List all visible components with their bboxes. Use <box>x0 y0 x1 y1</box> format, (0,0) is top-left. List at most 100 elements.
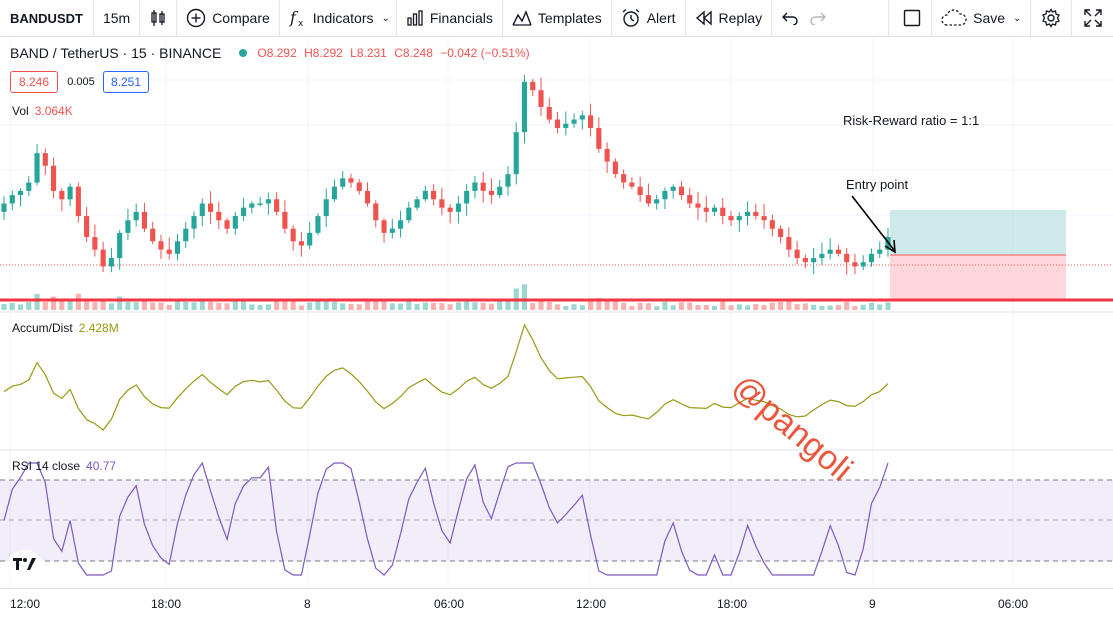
volume-bar <box>274 300 280 310</box>
volume-bar <box>554 304 561 310</box>
candle-body <box>728 216 734 221</box>
chevron-down-icon[interactable]: ⌄ <box>381 12 390 24</box>
candle-body <box>852 262 858 267</box>
volume-bar <box>720 301 726 310</box>
volume-bar <box>166 304 172 310</box>
volume-bar <box>397 303 404 310</box>
rsi-value: 40.77 <box>86 459 117 473</box>
svg-text:x: x <box>298 19 304 28</box>
chart-type-button[interactable] <box>140 0 178 37</box>
candle-body <box>464 190 470 204</box>
time-tick: 18:00 <box>717 597 748 611</box>
chevron-down-icon[interactable]: ⌄ <box>1013 12 1022 24</box>
symbol-search[interactable]: BANDUSDT <box>0 0 94 37</box>
compare-button[interactable]: Compare <box>177 0 280 37</box>
volume-bar <box>769 302 775 310</box>
accum-dist-value: 2.428M <box>78 321 119 335</box>
volume-bar <box>406 299 412 310</box>
volume-bar <box>348 303 354 310</box>
settings-button[interactable] <box>1031 0 1073 37</box>
accum-dist-line <box>3 323 889 431</box>
volume-bar <box>249 304 255 310</box>
volume-bar <box>835 305 841 310</box>
indicators-button[interactable]: f x Indicators ⌄ <box>280 0 397 37</box>
financials-button[interactable]: Financials <box>397 0 503 37</box>
volume-bar <box>447 304 453 310</box>
interval-selector[interactable]: 15m <box>94 0 141 37</box>
candle-body <box>315 216 321 233</box>
close-value: C8.248 <box>394 46 433 60</box>
volume-bar <box>794 304 800 310</box>
candle-body <box>389 228 395 233</box>
save-button[interactable]: Save ⌄ <box>932 0 1032 37</box>
top-toolbar: BANDUSDT 15m Compare f x Indicators ⌄ F <box>0 0 1113 37</box>
templates-button[interactable]: Templates <box>503 0 612 37</box>
candle-body <box>447 207 453 212</box>
fullscreen-button[interactable] <box>1072 0 1113 37</box>
candle-body <box>274 199 280 212</box>
volume-bar <box>802 303 808 310</box>
volume-bar <box>125 301 131 310</box>
accum-dist-legend: Accum/Dist 2.428M <box>12 321 119 335</box>
candle-body <box>340 178 346 187</box>
time-axis[interactable]: 12:00 18:00 8 06:00 12:00 18:00 9 06:00 <box>0 588 1113 622</box>
candle-body <box>662 190 668 200</box>
redo-button[interactable] <box>804 0 890 37</box>
volume-bar <box>521 284 528 310</box>
svg-text:f: f <box>289 8 299 27</box>
alert-button[interactable]: Alert <box>612 0 686 37</box>
compare-label: Compare <box>212 10 270 26</box>
candle-body <box>530 81 536 91</box>
candle-body <box>166 249 172 254</box>
chart-canvas[interactable]: @pangoli <box>0 38 1113 588</box>
volume-bar <box>232 300 238 310</box>
entry-point-label: Entry point <box>846 177 909 192</box>
fullscreen-icon <box>1084 9 1103 27</box>
legend-title[interactable]: BAND / TetherUS · 15 · BINANCE <box>10 45 222 61</box>
volume-bar <box>505 301 511 310</box>
volume-bar <box>868 302 875 310</box>
layout-button[interactable] <box>889 0 933 37</box>
time-tick: 9 <box>869 597 876 611</box>
volume-bar <box>670 305 676 310</box>
candle-body <box>654 199 660 204</box>
volume-bar <box>431 302 437 310</box>
undo-button[interactable] <box>772 0 804 37</box>
volume-bar <box>191 302 197 310</box>
candle-body <box>744 211 751 217</box>
time-tick: 8 <box>304 597 311 611</box>
sell-price-box[interactable]: 8.246 <box>10 71 58 93</box>
candle-body <box>42 153 48 166</box>
rsi-label: RSI 14 close <box>12 459 81 473</box>
volume-bar <box>844 301 850 310</box>
candle-body <box>860 262 866 267</box>
volume-bar <box>497 301 503 310</box>
volume-bar <box>530 302 536 310</box>
tradingview-logo-icon[interactable] <box>8 550 42 578</box>
candle-body <box>75 186 81 217</box>
volume-bar <box>753 304 759 310</box>
candle-body <box>241 207 247 217</box>
volume-bar <box>819 305 825 310</box>
volume-bar <box>117 296 123 310</box>
volume-bar <box>571 304 577 310</box>
candle-body <box>150 228 156 242</box>
candle-body <box>133 211 139 221</box>
replay-button[interactable]: Replay <box>686 0 773 37</box>
volume-bar <box>678 302 685 310</box>
plus-circle-icon <box>186 8 206 28</box>
volume-legend: Vol 3.064K <box>12 104 73 118</box>
volume-bar <box>422 302 428 310</box>
candle-body <box>802 258 808 263</box>
volume-bar <box>282 300 288 310</box>
candle-body <box>282 211 288 229</box>
target-zone <box>890 210 1066 255</box>
undo-icon <box>782 12 798 25</box>
volume-bar <box>133 302 139 310</box>
candle-body <box>579 115 585 120</box>
candle-body <box>835 249 841 254</box>
buy-price-box[interactable]: 8.251 <box>103 71 149 93</box>
volume-bar <box>257 305 263 310</box>
volume-bar <box>885 302 891 310</box>
volume-bar <box>488 303 495 310</box>
